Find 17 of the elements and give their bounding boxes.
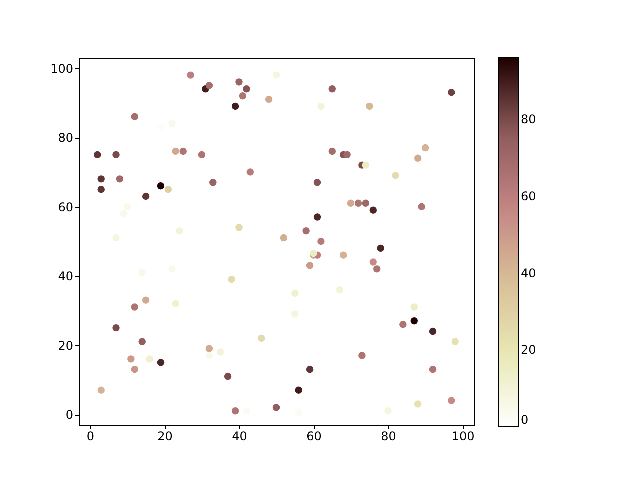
y-tick-label: 0 bbox=[66, 408, 74, 422]
x-tick-label: 20 bbox=[158, 430, 173, 444]
x-tick-label: 100 bbox=[452, 430, 475, 444]
y-tick-label: 100 bbox=[50, 62, 74, 76]
y-tick-label: 20 bbox=[58, 338, 74, 353]
y-tick-label: 80 bbox=[58, 131, 74, 146]
x-tick-label: 0 bbox=[86, 430, 94, 444]
color-bar-label: 20 bbox=[521, 343, 536, 358]
color-bar-label: 40 bbox=[521, 266, 536, 280]
x-tick-label: 80 bbox=[381, 430, 396, 444]
y-tick-label: 40 bbox=[58, 270, 74, 284]
y-tick-label: 60 bbox=[58, 200, 74, 214]
color-bar-label: 80 bbox=[521, 112, 536, 126]
color-bar-label: 60 bbox=[521, 189, 536, 204]
x-tick-label: 40 bbox=[232, 430, 248, 444]
x-tick-label: 60 bbox=[306, 430, 322, 444]
color-bar-label: 0 bbox=[521, 413, 529, 427]
